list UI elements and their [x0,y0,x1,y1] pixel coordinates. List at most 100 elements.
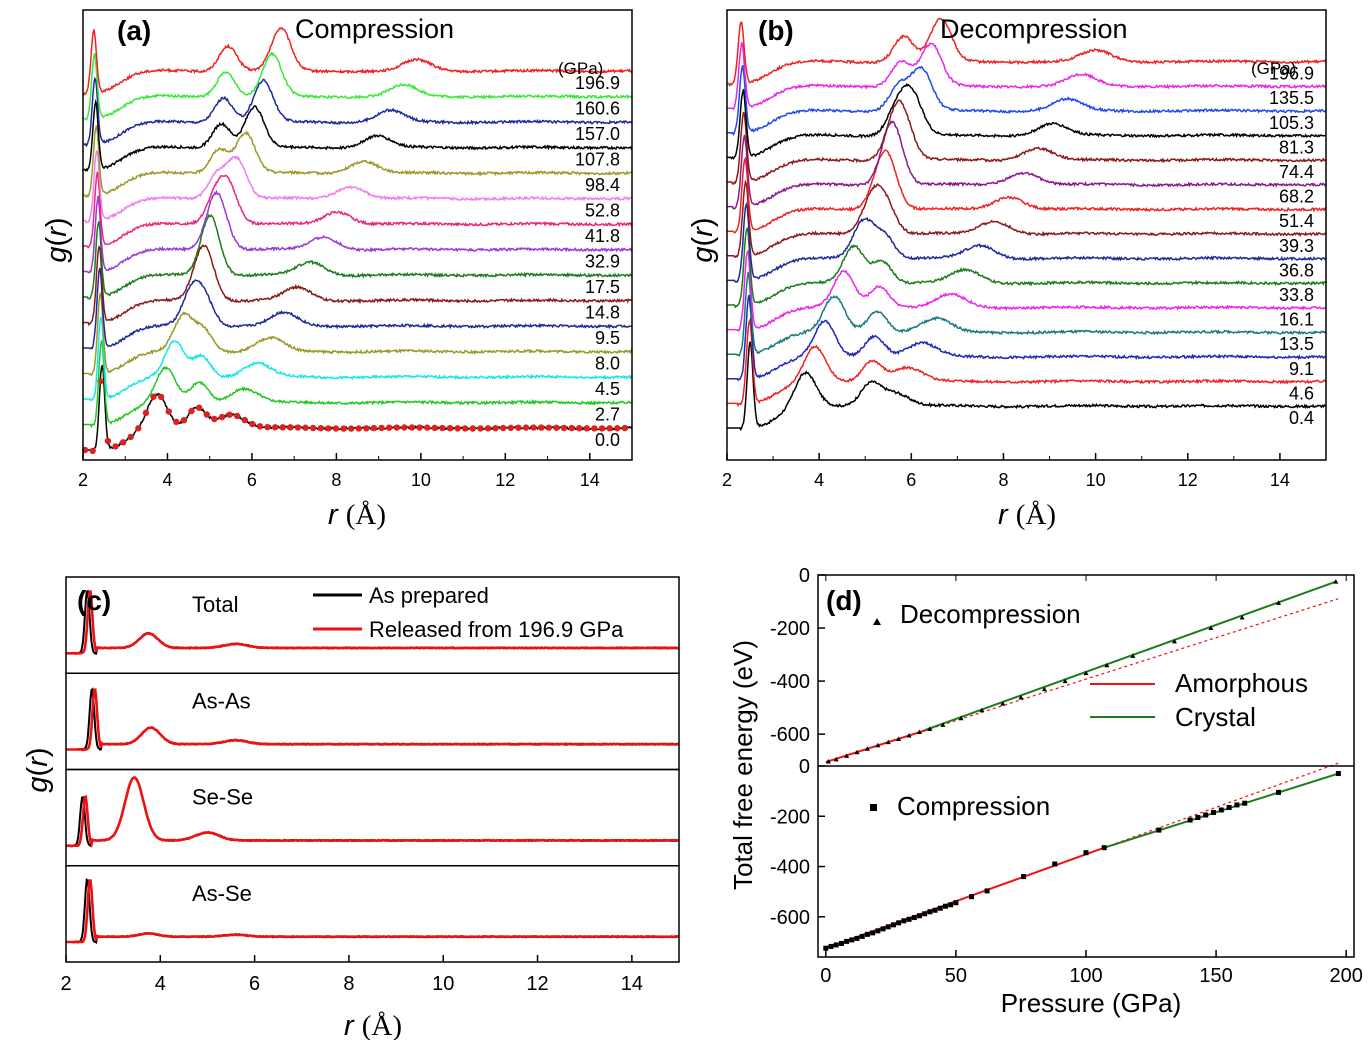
panel-a: 2 4 6 8 10 12 14 (a) Compression (GPa) 0.0 2.7 4… [41,9,633,531]
x-tick-label-8: 8 [331,470,341,490]
series-label-41-8: 41.8 [585,226,620,246]
series-0-0-marker [279,424,286,431]
top-data-point [885,739,891,745]
series-0-0-marker [583,425,591,432]
series-label-0-4: 0.4 [1289,408,1314,428]
top-data-point [1208,625,1214,631]
subpanel-label-as-se: As-Se [192,881,252,906]
panel-a-x-ticks: 2 4 6 8 10 12 14 [78,453,633,490]
top-y-tick-label: -600 [770,724,810,746]
bottom-y-tick-label: -400 [770,857,810,879]
series-0-0-marker [515,424,522,431]
top-data-point [1083,670,1089,676]
series-0-0-marker [135,425,142,432]
series-0-0-marker [347,425,355,432]
series-0-0-marker [226,411,233,418]
legend-as-prepared: As prepared [369,583,489,608]
series-0-0-marker [271,424,279,431]
bottom-data-point [833,942,839,948]
top-data-point [1239,614,1245,620]
x-tick-label-6: 6 [249,973,260,995]
series-0-0-marker [104,437,112,445]
x-tick-label-10: 10 [432,973,454,995]
series-0-0-marker [332,425,340,432]
subpanel-as-as-released-from-196-9-gpa-line [66,687,680,752]
series-14-8-line [83,244,633,327]
panel-d-plot [823,579,1341,951]
panel-b-title: Decompression [940,14,1128,44]
series-label-68-2: 68.2 [1279,187,1314,207]
series-196-9-line [82,26,633,97]
subpanel-label-total: Total [192,592,238,617]
bottom-data-point [890,922,896,928]
panel-d-top-label: Decompression [900,599,1081,629]
series-0-0-marker [492,424,499,432]
subpanel-se-se-released-from-196-9-gpa-line [66,776,680,849]
panel-a-frame [82,9,633,461]
top-data-point [927,726,933,731]
series-label-135-5: 135.5 [1269,88,1314,108]
panel-b-unit-label: (GPa) [1251,59,1296,78]
x-tick-label-150: 150 [1199,965,1232,987]
series-68-2-line [727,120,1327,210]
subpanel-se-se-as-prepared-line [66,776,680,848]
series-0-0-marker [218,413,226,421]
bottom-data-point [922,911,928,917]
series-0-0-marker [294,424,302,431]
series-0-0-marker [203,411,210,418]
x-tick-label-2: 2 [78,470,88,490]
bottom-data-point [901,918,907,924]
bottom-data-point [1226,804,1232,810]
series-0-0-marker [317,424,324,432]
series-0-0-marker [112,443,119,450]
series-label-8-0: 8.0 [595,354,620,374]
series-16-1-line [727,249,1327,332]
series-0-0-marker [484,425,492,432]
series-107-8-line [83,98,633,172]
top-data-point [916,729,922,735]
series-0-0-marker [416,424,423,431]
top-data-point [958,715,964,721]
bottom-y-tick-label: -200 [770,806,810,828]
series-0-0-marker [614,425,621,432]
x-tick-label-200: 200 [1330,965,1363,987]
series-0-0-marker [469,425,476,432]
series-0-0-marker [606,425,613,432]
decompression-marker-icon [873,618,881,625]
series-0-0-marker [621,424,629,432]
series-105-3-line [727,64,1327,137]
series-label-9-5: 9.5 [595,328,620,348]
bottom-data-point [1276,789,1282,795]
x-tick-label-50: 50 [945,965,967,987]
series-0-0-marker [340,425,347,432]
bottom-data-point [969,894,975,900]
subpanel-frame-se-se [65,768,680,867]
panel-d-label: (d) [826,585,862,616]
bottom-data-point [953,900,959,906]
series-label-196-9: 196.9 [1269,64,1314,84]
series-label-39-3: 39.3 [1279,236,1314,256]
panel-b-y-axis-label: g(r) [687,217,719,262]
x-tick-label-12: 12 [526,973,548,995]
series-0-0-marker [370,424,378,432]
bottom-data-point [1195,815,1201,821]
top-data-point [854,749,860,755]
series-41-8-line [83,171,633,249]
series-9-1-line [727,294,1327,382]
top-data-point [833,756,839,762]
panel-c-label: (c) [77,585,111,616]
x-tick-label-6: 6 [906,470,916,490]
bottom-data-point [859,933,865,939]
series-196-9-line [727,17,1327,87]
series-0-0-marker [157,393,165,401]
series-0-4-line [727,341,1327,432]
series-0-0-marker [522,424,530,431]
series-0-0-marker [180,416,188,424]
bottom-data-point [849,937,855,943]
bottom-data-point [948,902,954,908]
legend-released: Released from 196.9 GPa [369,617,624,642]
bottom-data-point [1203,812,1209,818]
top-y-tick-label: -400 [770,671,810,693]
series-label-107-8: 107.8 [575,150,620,170]
